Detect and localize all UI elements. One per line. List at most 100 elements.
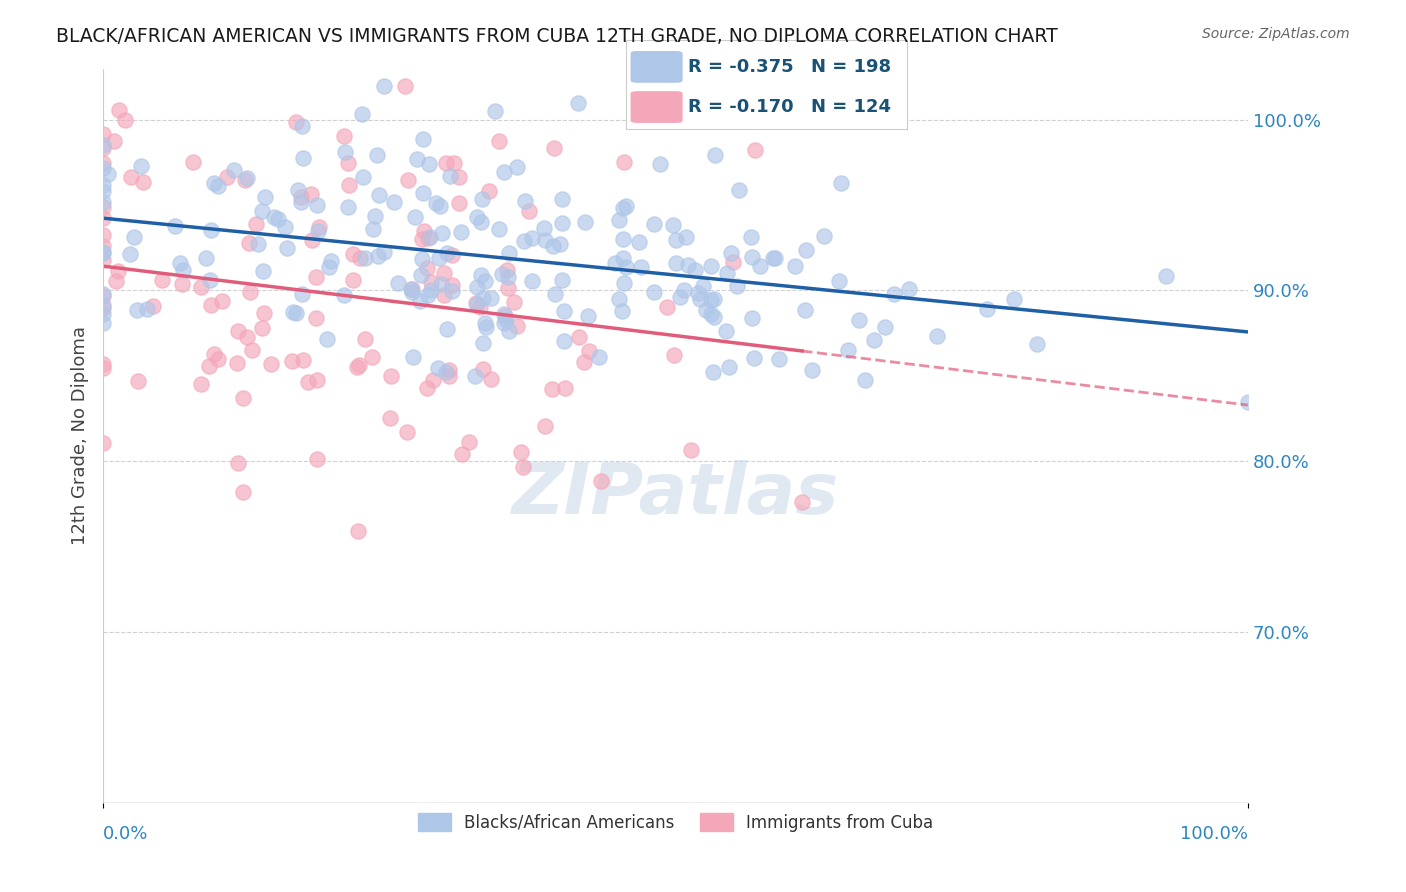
Point: [725, 279, 748, 293]
Point: [412, 132, 434, 146]
Point: [337, 155, 360, 169]
Point: [427, 251, 450, 265]
Point: [207, 179, 229, 194]
Point: [416, 381, 439, 395]
Point: [411, 232, 433, 246]
Point: [416, 261, 439, 276]
Point: [420, 275, 443, 289]
Point: [142, 299, 165, 313]
Point: [337, 178, 360, 192]
Point: [554, 381, 576, 395]
Point: [426, 361, 449, 376]
Point: [728, 183, 751, 197]
Point: [405, 152, 427, 166]
Point: [361, 222, 384, 236]
Point: [692, 279, 714, 293]
Point: [494, 309, 516, 323]
Point: [238, 235, 260, 250]
Point: [91, 239, 114, 253]
Point: [226, 456, 249, 470]
Point: [588, 350, 610, 364]
Point: [700, 293, 723, 307]
Point: [702, 365, 724, 379]
Point: [430, 226, 453, 240]
Point: [783, 259, 806, 273]
Point: [627, 235, 650, 250]
Point: [576, 310, 599, 324]
Text: N = 198: N = 198: [811, 58, 891, 76]
Point: [107, 103, 129, 118]
Point: [475, 319, 498, 334]
Point: [704, 148, 727, 162]
Point: [398, 173, 420, 187]
Point: [449, 170, 471, 185]
Point: [470, 268, 492, 283]
Point: [574, 215, 596, 229]
Point: [478, 184, 501, 198]
Point: [346, 524, 368, 538]
Point: [305, 310, 328, 325]
FancyBboxPatch shape: [631, 92, 682, 122]
Point: [716, 266, 738, 280]
Text: R = -0.170: R = -0.170: [688, 98, 793, 116]
Text: R = -0.375: R = -0.375: [688, 58, 793, 76]
Point: [419, 229, 441, 244]
Point: [318, 260, 340, 274]
Point: [263, 210, 285, 224]
Point: [287, 183, 309, 197]
Point: [194, 252, 217, 266]
Point: [720, 245, 742, 260]
Point: [464, 296, 486, 310]
Point: [517, 203, 540, 218]
Point: [91, 141, 114, 155]
Point: [91, 200, 114, 214]
FancyBboxPatch shape: [631, 52, 682, 82]
Point: [572, 354, 595, 368]
Point: [283, 305, 305, 319]
Point: [464, 369, 486, 384]
Point: [413, 224, 436, 238]
Point: [689, 292, 711, 306]
Point: [506, 160, 529, 174]
Point: [657, 300, 679, 314]
Point: [534, 233, 557, 247]
Point: [613, 276, 636, 290]
Point: [440, 278, 463, 293]
Point: [291, 353, 314, 368]
Point: [150, 273, 173, 287]
Point: [380, 369, 402, 384]
Point: [695, 302, 717, 317]
Point: [761, 251, 783, 265]
Point: [488, 222, 510, 236]
Point: [471, 192, 494, 206]
Point: [614, 260, 637, 274]
Point: [668, 290, 690, 304]
Point: [513, 194, 536, 209]
Point: [401, 282, 423, 296]
Point: [512, 459, 534, 474]
Point: [703, 310, 725, 324]
Point: [202, 347, 225, 361]
Point: [307, 197, 329, 211]
Point: [612, 251, 634, 265]
Point: [436, 155, 458, 169]
Point: [494, 317, 516, 331]
Point: [233, 173, 256, 187]
Point: [260, 357, 283, 371]
Point: [548, 236, 571, 251]
Point: [284, 306, 307, 320]
Text: Source: ZipAtlas.com: Source: ZipAtlas.com: [1202, 27, 1350, 41]
Point: [1026, 337, 1049, 351]
Point: [443, 156, 465, 170]
Point: [97, 167, 120, 181]
Point: [474, 274, 496, 288]
Point: [333, 128, 356, 143]
Point: [305, 452, 328, 467]
Point: [91, 287, 114, 301]
Point: [165, 219, 187, 233]
Point: [488, 134, 510, 148]
Point: [91, 244, 114, 259]
Point: [236, 330, 259, 344]
Point: [91, 211, 114, 226]
Point: [226, 324, 249, 338]
